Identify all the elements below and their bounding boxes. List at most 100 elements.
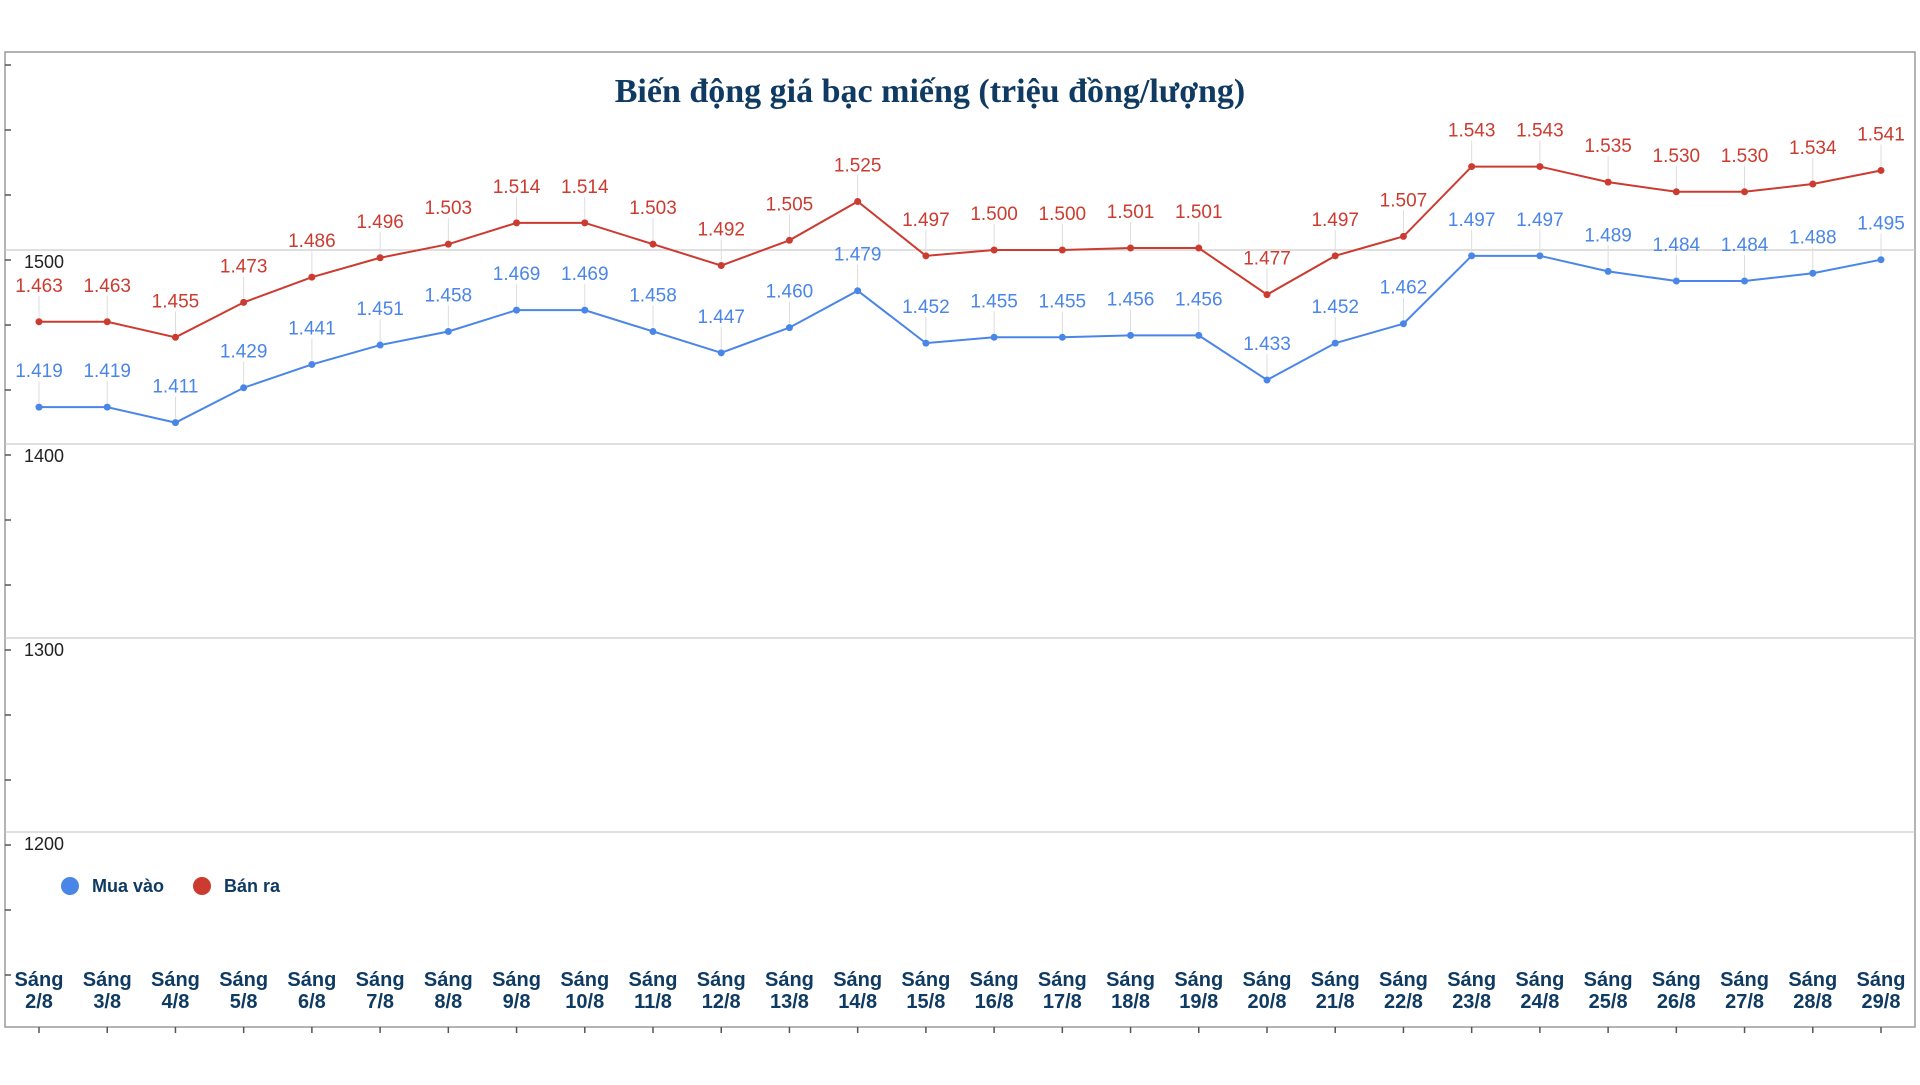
x-tick-label-line1: Sáng bbox=[560, 969, 609, 991]
data-label: 1.534 bbox=[1789, 138, 1837, 159]
data-point bbox=[649, 240, 657, 248]
data-point bbox=[649, 327, 657, 335]
data-point bbox=[1468, 163, 1476, 171]
x-tick-label-line1: Sáng bbox=[1174, 969, 1223, 991]
data-label: 1.460 bbox=[766, 282, 814, 303]
x-tick-label-line1: Sáng bbox=[356, 969, 405, 991]
data-label: 1.469 bbox=[561, 264, 609, 285]
data-label: 1.455 bbox=[1039, 291, 1087, 312]
data-point bbox=[444, 327, 452, 335]
legend-label-ban-ra: Bán ra bbox=[224, 876, 281, 896]
x-tick-label-line2: 26/8 bbox=[1657, 991, 1696, 1013]
data-label: 1.451 bbox=[356, 299, 404, 320]
data-point bbox=[1399, 232, 1407, 240]
data-point bbox=[1536, 163, 1544, 171]
data-label: 1.501 bbox=[1175, 202, 1223, 223]
data-point bbox=[1331, 339, 1339, 347]
data-label: 1.500 bbox=[1039, 204, 1087, 225]
data-label: 1.463 bbox=[83, 276, 131, 297]
data-label: 1.497 bbox=[1516, 210, 1564, 231]
data-point bbox=[581, 219, 589, 227]
data-label: 1.541 bbox=[1857, 124, 1905, 145]
chart-title: Biến động giá bạc miếng (triệu đồng/lượn… bbox=[615, 73, 1246, 110]
data-label: 1.496 bbox=[356, 212, 404, 233]
x-tick-label-line1: Sáng bbox=[219, 969, 268, 991]
y-tick-label-1200: 1200 bbox=[24, 834, 64, 854]
x-tick-label-line1: Sáng bbox=[83, 969, 132, 991]
y-tick-label-1400: 1400 bbox=[24, 446, 64, 466]
data-point bbox=[785, 236, 793, 244]
x-tick-label-line1: Sáng bbox=[765, 969, 814, 991]
data-point bbox=[1877, 166, 1885, 174]
x-tick-label-line1: Sáng bbox=[424, 969, 473, 991]
x-tick-label-line1: Sáng bbox=[1447, 969, 1496, 991]
data-point bbox=[1263, 291, 1271, 299]
x-tick-label-line2: 25/8 bbox=[1589, 991, 1628, 1013]
x-tick-label-line2: 15/8 bbox=[906, 991, 945, 1013]
data-label: 1.452 bbox=[1311, 297, 1359, 318]
data-label: 1.458 bbox=[629, 285, 677, 306]
data-label: 1.458 bbox=[425, 285, 473, 306]
data-point bbox=[1672, 277, 1680, 285]
data-label: 1.501 bbox=[1107, 202, 1155, 223]
x-tick-label-line1: Sáng bbox=[1652, 969, 1701, 991]
data-label: 1.489 bbox=[1584, 225, 1632, 246]
x-tick-label-line1: Sáng bbox=[1038, 969, 1087, 991]
x-tick-label-line2: 20/8 bbox=[1248, 991, 1287, 1013]
x-tick-label-line2: 24/8 bbox=[1520, 991, 1559, 1013]
data-label: 1.429 bbox=[220, 342, 268, 363]
data-label: 1.463 bbox=[15, 276, 63, 297]
data-label: 1.500 bbox=[970, 204, 1018, 225]
data-point bbox=[1127, 331, 1135, 339]
legend: Mua vào Bán ra bbox=[61, 876, 281, 896]
x-tick-label-line1: Sáng bbox=[901, 969, 950, 991]
x-tick-label-line1: Sáng bbox=[151, 969, 200, 991]
x-tick-label-line1: Sáng bbox=[1379, 969, 1428, 991]
chart-frame bbox=[4, 51, 1916, 1028]
x-tick-label-line2: 27/8 bbox=[1725, 991, 1764, 1013]
x-tick-label-line1: Sáng bbox=[1515, 969, 1564, 991]
data-label: 1.525 bbox=[834, 156, 882, 177]
x-tick-label-line2: 22/8 bbox=[1384, 991, 1423, 1013]
data-label: 1.543 bbox=[1448, 121, 1496, 142]
x-tick-label-line1: Sáng bbox=[970, 969, 1019, 991]
data-label-layer: 1.419 1.419 1.411 1.429 1.441 1.451 1.458 1.469… bbox=[15, 121, 1905, 419]
x-tick-label-line2: 29/8 bbox=[1862, 991, 1901, 1013]
x-tick-label-line2: 17/8 bbox=[1043, 991, 1082, 1013]
data-point bbox=[1604, 267, 1612, 275]
data-point bbox=[240, 298, 248, 306]
data-label: 1.497 bbox=[902, 210, 950, 231]
x-tick-label-line2: 2/8 bbox=[25, 991, 53, 1013]
data-point bbox=[376, 341, 384, 349]
data-label: 1.456 bbox=[1175, 289, 1223, 310]
data-label: 1.503 bbox=[425, 198, 473, 219]
data-point bbox=[1809, 180, 1817, 188]
x-tick-label-line1: Sáng bbox=[1720, 969, 1769, 991]
data-label: 1.497 bbox=[1448, 210, 1496, 231]
x-tick-label-line2: 3/8 bbox=[93, 991, 121, 1013]
data-point bbox=[103, 318, 111, 326]
y-tick-label-1500: 1500 bbox=[24, 252, 64, 272]
x-tick-label-line1: Sáng bbox=[15, 969, 64, 991]
data-point bbox=[1127, 244, 1135, 252]
data-point bbox=[240, 384, 248, 392]
x-tick-label-line2: 4/8 bbox=[162, 991, 190, 1013]
x-tick-label-line1: Sáng bbox=[1584, 969, 1633, 991]
x-tick-label-line1: Sáng bbox=[697, 969, 746, 991]
data-label: 1.514 bbox=[561, 177, 609, 198]
series-line-ban-ra bbox=[39, 165, 1882, 339]
x-tick-label-line2: 8/8 bbox=[434, 991, 462, 1013]
data-point bbox=[1195, 331, 1203, 339]
data-point bbox=[513, 306, 521, 314]
series-line-mua-vao bbox=[39, 254, 1882, 424]
y-tick-label-1300: 1300 bbox=[24, 640, 64, 660]
data-label: 1.455 bbox=[152, 291, 200, 312]
legend-label-mua-vao: Mua vào bbox=[92, 876, 164, 896]
data-point bbox=[1468, 252, 1476, 260]
data-point bbox=[1672, 188, 1680, 196]
data-label: 1.419 bbox=[83, 361, 131, 382]
data-label: 1.477 bbox=[1243, 249, 1291, 270]
data-point bbox=[376, 254, 384, 262]
